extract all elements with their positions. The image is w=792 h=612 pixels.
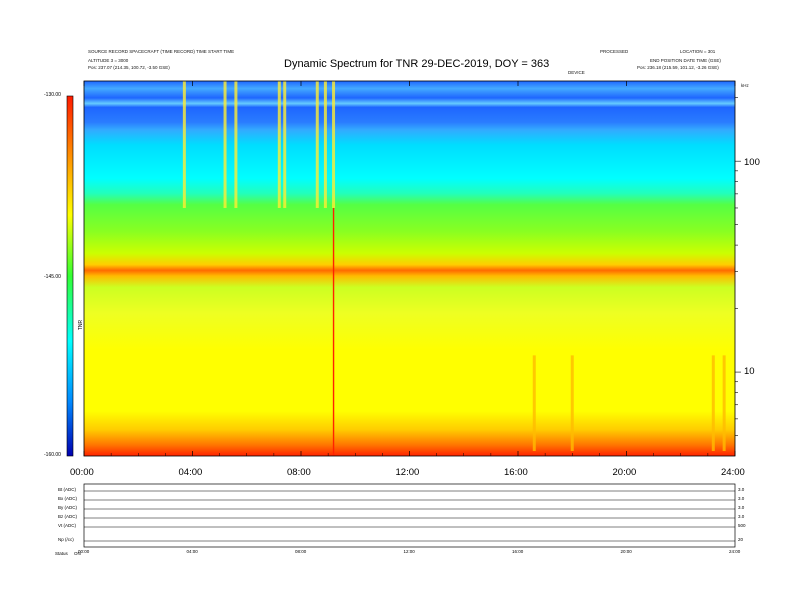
burst-1	[223, 81, 227, 208]
header-right-line2: END POSITION DATE TIME (GSE)	[650, 58, 721, 63]
burst-6	[323, 81, 327, 208]
burst-5	[315, 81, 319, 208]
y-tick-100: 100	[744, 157, 760, 168]
lower-row-scale: 3.0	[738, 496, 745, 501]
burst-0	[182, 81, 186, 208]
colorbar	[66, 95, 74, 457]
x-tick-label: 08:00	[287, 467, 311, 478]
lower-x-label: 04:00	[186, 549, 198, 554]
burst-4	[283, 81, 287, 208]
lower-row-label: Bt (ADC)	[58, 487, 76, 492]
lower-row-label: Bz (ADC)	[58, 514, 77, 519]
lower-x-label: 00:00	[78, 549, 90, 554]
x-tick-label: 16:00	[504, 467, 528, 478]
lower-row-scale: 3.0	[738, 514, 745, 519]
burst-10	[711, 355, 715, 451]
lower-row-scale: 3.0	[738, 487, 745, 492]
status-label: Status	[55, 551, 68, 556]
burst-9	[570, 355, 574, 451]
colorbar-tick-bottom: -160.00	[44, 452, 61, 458]
x-tick-label: 20:00	[612, 467, 637, 478]
burst-7	[332, 81, 336, 208]
kHz-label: kHz	[741, 83, 749, 88]
lower-row-label: By (ADC)	[58, 505, 77, 510]
x-ticks	[83, 81, 736, 456]
header-left-line2: ALTITUDE 3 = 3000	[88, 58, 129, 63]
lower-x-label: 16:00	[512, 549, 524, 554]
colorbar-tick-top: -130.00	[44, 92, 61, 98]
header-center-small: DEVICE	[568, 70, 585, 75]
lower-x-label: 20:00	[620, 549, 632, 554]
lower-row-scale: 3.0	[738, 505, 745, 510]
lower-x-label: 12:00	[403, 549, 415, 554]
chart-title: Dynamic Spectrum for TNR 29-DEC-2019, DO…	[284, 58, 550, 70]
y-ticks	[735, 97, 741, 436]
x-tick-label: 00:00	[70, 467, 94, 478]
header-right-top-b: LOCATION = 301	[680, 49, 716, 54]
header-left-pos: Pos: 237.07 (214.35, 100.72, -3.50 GSE)	[88, 65, 170, 70]
x-tick-label: 24:00	[721, 467, 745, 478]
lower-x-label: 08:00	[295, 549, 307, 554]
burst-8	[532, 355, 536, 451]
lower-panel-rows	[84, 490, 735, 542]
x-tick-label: 04:00	[178, 467, 203, 478]
lower-row-scale: 500	[738, 523, 746, 528]
lower-row-label: Vt (ADC)	[58, 523, 76, 528]
x-tick-label: 12:00	[395, 467, 420, 478]
bursts-layer	[182, 81, 726, 456]
lower-row-label: Np (/cc)	[58, 537, 74, 542]
colorbar-tick-mid: -145.00	[44, 274, 61, 280]
lower-panel-frame	[83, 483, 736, 548]
lower-x-label: 24:00	[729, 549, 741, 554]
header-right-pos: Pos: 236.18 (215.59, 101.12, -3.26 GSE)	[637, 65, 719, 70]
burst-11	[722, 355, 726, 451]
lower-row-scale: 20	[738, 537, 744, 542]
status-value: ON	[74, 551, 81, 556]
y-tick-10: 10	[744, 366, 755, 377]
burst-2	[234, 81, 238, 208]
spectrogram-area	[84, 81, 735, 456]
lower-row-label: Bx (ADC)	[58, 496, 77, 501]
header-right-top-a: PROCESSED	[600, 49, 629, 54]
burst-3	[277, 81, 281, 208]
header-left-line1: SOURCE RECORD SPACECRAFT (TIME RECORD) T…	[88, 49, 235, 54]
